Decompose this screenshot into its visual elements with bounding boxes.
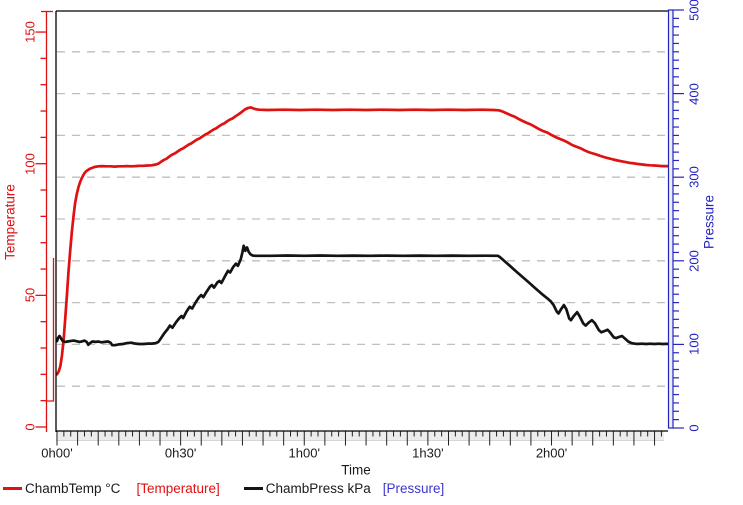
pressure-tick-label: 300 [686, 166, 702, 189]
chart-legend: ChambTemp °C [Temperature] ChambPress kP… [3, 481, 444, 496]
plot-border [55, 10, 668, 432]
right-axis-title: Pressure [701, 194, 717, 250]
time-tick-label: 1h00' [288, 445, 320, 461]
curves [56, 106, 668, 376]
x-axis-band [56, 431, 664, 441]
temperature-tick-label: 150 [22, 21, 38, 43]
pressure-legend-label: ChambPress kPa [265, 481, 371, 496]
x-ticks [56, 431, 662, 446]
time-tick-label: 0h00' [41, 445, 73, 461]
pressure-tick-label: 200 [686, 249, 702, 272]
pressure-legend-bracket: [Pressure] [382, 481, 445, 496]
temperature-tick-label: 0 [22, 423, 38, 431]
grid-lines [57, 51, 667, 387]
pressure-curve [56, 244, 668, 347]
x-axis-title: Time [341, 462, 371, 478]
time-tick-label: 1h30' [412, 445, 444, 461]
time-tick-label: 0h30' [164, 445, 197, 461]
left-axis-title: Temperature [2, 184, 18, 260]
temperature-tick-label: 50 [22, 288, 38, 303]
temp-legend-label: ChambTemp °C [25, 481, 121, 496]
pressure-legend-swatch [243, 486, 263, 491]
pressure-tick-label: 0 [686, 424, 702, 432]
pressure-tick-label: 100 [686, 333, 702, 356]
temp-legend-bracket: [Temperature] [136, 481, 220, 496]
time-tick-label: 2h00' [535, 445, 568, 461]
pressure-axis [667, 9, 684, 429]
temperature-axis [35, 10, 55, 432]
pressure-tick-label: 400 [686, 82, 702, 105]
temperature-axis-bracket [46, 258, 55, 402]
temperature-tick-label: 100 [22, 152, 38, 175]
pressure-tick-label: 500 [686, 0, 702, 21]
temperature-curve [56, 106, 668, 376]
pressure-axis-track [667, 9, 674, 429]
temp-legend-swatch [3, 486, 22, 491]
